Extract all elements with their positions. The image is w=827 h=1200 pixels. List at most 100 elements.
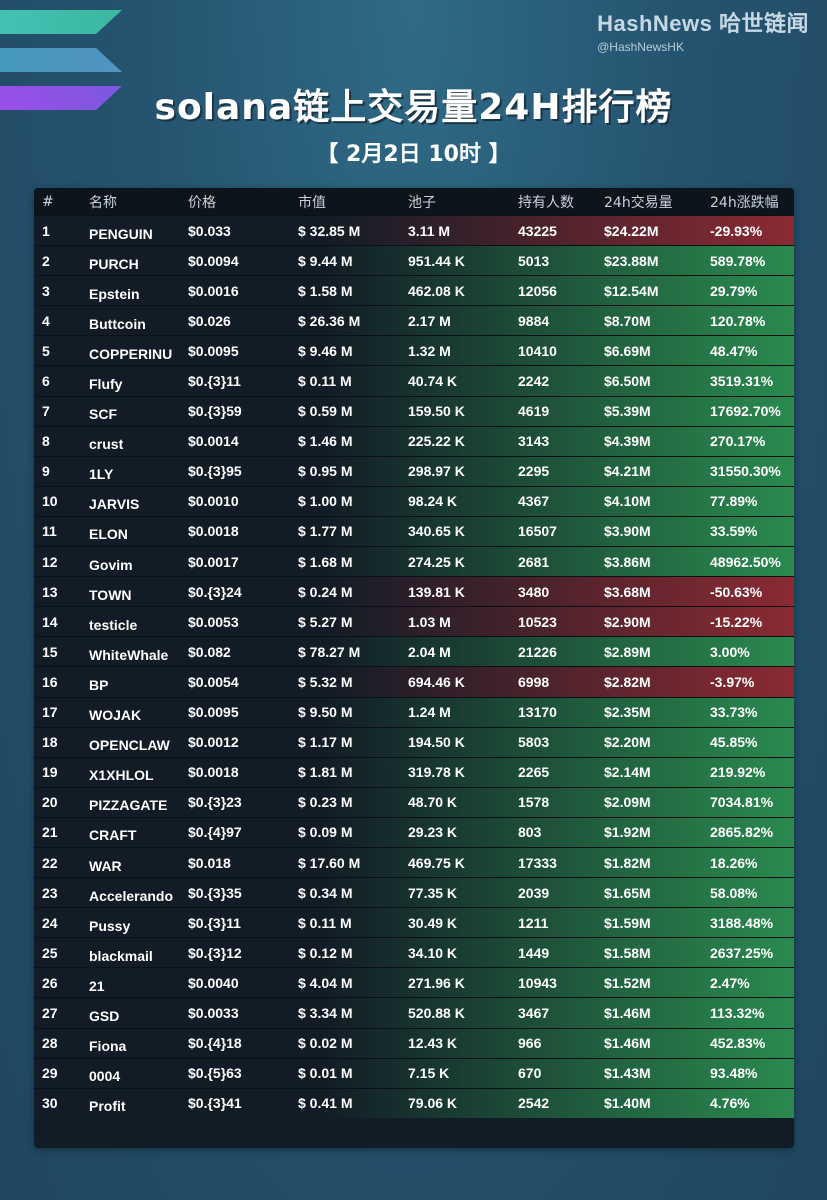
cell-name: 21	[89, 977, 105, 994]
cell-price: $0.0012	[188, 734, 239, 751]
cell-pool: 194.50 K	[408, 734, 465, 751]
cell-pool: 48.70 K	[408, 794, 458, 811]
cell-price: $0.{3}23	[188, 794, 242, 811]
cell-rank: 3	[42, 282, 50, 299]
cell-change: 3188.48%	[710, 914, 774, 931]
cell-change: 2865.82%	[710, 824, 774, 841]
cell-pool: 225.22 K	[408, 433, 465, 450]
cell-pool: 12.43 K	[408, 1035, 458, 1052]
header-volume: 24h交易量	[604, 194, 673, 211]
cell-change: 18.26%	[710, 854, 758, 871]
cell-holders: 1211	[518, 914, 549, 931]
cell-pool: 7.15 K	[408, 1065, 450, 1082]
cell-price: $0.{3}95	[188, 463, 242, 480]
table-row: 8 crust $0.0014 $ 1.46 M 225.22 K 3143 $4.39M 2…	[34, 425, 794, 456]
table-body: 1 PENGUIN $0.033 $ 32.85 M 3.11 M 43225 $24.22…	[34, 215, 794, 1118]
cell-volume: $2.14M	[604, 764, 651, 781]
cell-rank: 5	[42, 342, 50, 359]
cell-rank: 12	[42, 553, 58, 570]
change-signal-bar	[34, 637, 794, 667]
cell-name: WOJAK	[89, 707, 142, 724]
cell-rank: 6	[42, 373, 50, 390]
table-row: 9 1LY $0.{3}95 $ 0.95 M 298.97 K 2295 $4.21M 31…	[34, 455, 794, 486]
cell-volume: $3.90M	[604, 523, 651, 540]
cell-holders: 43225	[518, 222, 557, 239]
cell-market-cap: $ 9.50 M	[298, 704, 353, 721]
cell-name: Buttcoin	[89, 315, 146, 332]
cell-pool: 139.81 K	[408, 583, 465, 600]
cell-rank: 22	[42, 854, 58, 871]
change-signal-bar	[34, 847, 794, 878]
table-row: 6 Flufy $0.{3}11 $ 0.11 M 40.74 K 2242 $6.50M 3…	[34, 365, 794, 396]
cell-pool: 319.78 K	[408, 764, 465, 781]
cell-holders: 1578	[518, 794, 550, 811]
cell-volume: $1.46M	[604, 1004, 651, 1021]
cell-change: 48962.50%	[710, 553, 781, 570]
cell-name: PURCH	[89, 255, 139, 272]
cell-rank: 27	[42, 1004, 58, 1021]
change-signal-bar	[34, 577, 794, 607]
table-row: 20 PIZZAGATE $0.{3}23 $ 0.23 M 48.70 K 1578 $2…	[34, 786, 794, 817]
cell-pool: 298.97 K	[408, 463, 465, 480]
cell-change: 3519.31%	[710, 373, 774, 390]
cell-change: 48.47%	[710, 342, 758, 359]
table-row: 28 Fiona $0.{4}18 $ 0.02 M 12.43 K 966 $1.46M 4…	[34, 1027, 794, 1058]
cell-holders: 21226	[518, 643, 557, 660]
cell-pool: 340.65 K	[408, 523, 465, 540]
cell-price: $0.0014	[188, 433, 239, 450]
change-signal-bar	[34, 1028, 794, 1058]
solana-logo-icon	[0, 10, 122, 110]
table-row: 17 WOJAK $0.0095 $ 9.50 M 1.24 M 13170 $2.35M 3…	[34, 696, 794, 727]
cell-name: crust	[89, 436, 124, 453]
cell-change: 77.89%	[710, 493, 758, 510]
cell-name: Epstein	[89, 285, 140, 302]
cell-price: $0.0017	[188, 553, 239, 570]
cell-holders: 10943	[518, 974, 557, 991]
change-signal-bar	[34, 787, 794, 817]
cell-price: $0.{4}97	[188, 824, 242, 841]
cell-volume: $2.82M	[604, 673, 651, 690]
table-row: 16 BP $0.0054 $ 5.32 M 694.46 K 6998 $2.82M -3.…	[34, 666, 794, 697]
cell-name: Fiona	[89, 1038, 127, 1055]
cell-name: blackmail	[89, 947, 153, 964]
cell-market-cap: $ 26.36 M	[298, 312, 361, 329]
change-signal-bar	[34, 727, 794, 757]
cell-holders: 3467	[518, 1004, 550, 1021]
cell-pool: 951.44 K	[408, 252, 465, 269]
cell-name: testicle	[89, 616, 138, 633]
cell-market-cap: $ 1.77 M	[298, 523, 353, 540]
cell-name: SCF	[89, 406, 117, 423]
cell-pool: 29.23 K	[408, 824, 458, 841]
cell-rank: 30	[42, 1095, 58, 1112]
header-rank: #	[42, 193, 54, 210]
cell-pool: 34.10 K	[408, 944, 458, 961]
change-signal-bar	[34, 908, 794, 938]
cell-name: Govim	[89, 556, 133, 573]
cell-holders: 5013	[518, 252, 550, 269]
cell-market-cap: $ 3.34 M	[298, 1004, 353, 1021]
cell-pool: 1.32 M	[408, 342, 451, 359]
cell-market-cap: $ 1.00 M	[298, 493, 353, 510]
change-signal-bar	[34, 938, 794, 968]
change-signal-bar	[34, 817, 794, 847]
cell-name: PIZZAGATE	[89, 797, 168, 814]
cell-name: Pussy	[89, 917, 131, 934]
cell-holders: 4619	[518, 403, 550, 420]
cell-pool: 271.96 K	[408, 974, 465, 991]
cell-market-cap: $ 0.23 M	[298, 794, 353, 811]
cell-rank: 1	[42, 222, 50, 239]
cell-change: 17692.70%	[710, 403, 781, 420]
header-change: 24h涨跌幅	[710, 194, 779, 211]
cell-rank: 29	[42, 1065, 58, 1082]
cell-change: 113.32%	[710, 1004, 765, 1021]
table-row: 2 PURCH $0.0094 $ 9.44 M 951.44 K 5013 $23.88M…	[34, 245, 794, 276]
cell-change: 589.78%	[710, 252, 766, 269]
table-row: 26 21 $0.0040 $ 4.04 M 271.96 K 10943 $1.52M 2.…	[34, 967, 794, 998]
cell-volume: $1.92M	[604, 824, 651, 841]
change-signal-bar	[34, 607, 794, 637]
cell-volume: $2.09M	[604, 794, 651, 811]
cell-name: Profit	[89, 1098, 126, 1115]
ranking-table: # 名称 价格 市值 池子 持有人数 24h交易量 24h涨跌幅 1 PENGUI…	[34, 188, 794, 1148]
cell-name: COPPERINU	[89, 345, 173, 362]
cell-market-cap: $ 5.27 M	[298, 613, 353, 630]
